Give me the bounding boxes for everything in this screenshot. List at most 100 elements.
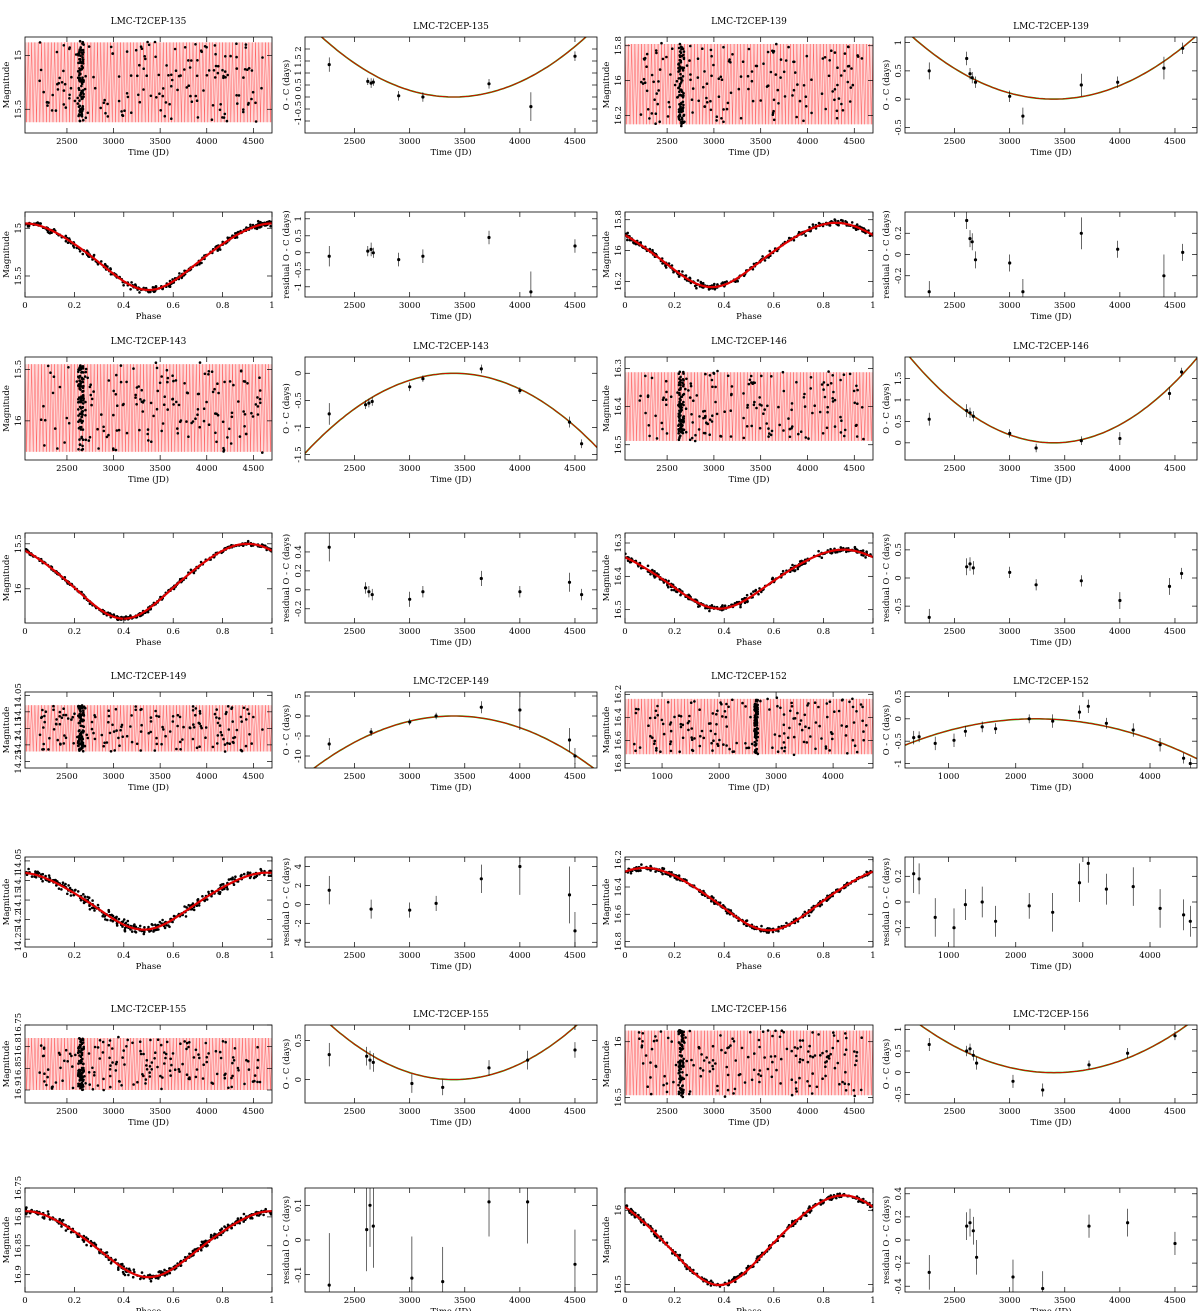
data-point bbox=[143, 55, 146, 58]
data-point bbox=[140, 723, 143, 727]
data-point bbox=[825, 702, 829, 705]
x-tick-label: 1 bbox=[269, 301, 274, 311]
data-point bbox=[159, 1043, 163, 1047]
data-point bbox=[677, 86, 680, 90]
data-point bbox=[782, 429, 785, 432]
data-point bbox=[434, 714, 438, 718]
data-point bbox=[77, 448, 80, 451]
data-point bbox=[678, 55, 682, 58]
x-tick-label: 3000 bbox=[1072, 772, 1094, 782]
data-point bbox=[203, 899, 206, 903]
data-point bbox=[327, 1053, 331, 1057]
data-point bbox=[84, 116, 88, 119]
data-point bbox=[660, 718, 664, 722]
data-point bbox=[250, 69, 254, 72]
x-tick-label: 1 bbox=[870, 627, 875, 637]
data-point bbox=[779, 58, 783, 61]
data-point bbox=[140, 1271, 144, 1274]
data-point bbox=[710, 54, 713, 58]
data-point bbox=[677, 874, 681, 877]
data-point bbox=[673, 715, 676, 719]
data-point bbox=[657, 80, 660, 83]
data-point bbox=[145, 1064, 148, 1067]
data-point bbox=[654, 112, 658, 115]
data-point bbox=[108, 1074, 112, 1078]
data-point bbox=[80, 400, 83, 404]
panel-title: LMC-T2CEP-149 bbox=[111, 672, 187, 682]
data-point bbox=[367, 590, 371, 594]
x-axis-label: Time (JD) bbox=[728, 147, 769, 158]
data-point bbox=[703, 105, 707, 108]
data-point bbox=[157, 715, 161, 718]
data-point bbox=[803, 405, 807, 408]
data-point bbox=[837, 97, 841, 100]
axes-frame bbox=[304, 691, 598, 769]
data-point bbox=[213, 387, 216, 391]
data-point bbox=[198, 1056, 201, 1060]
data-point bbox=[712, 739, 715, 742]
data-point bbox=[677, 46, 681, 50]
x-tick-label: 0.6 bbox=[166, 951, 180, 961]
data-point bbox=[64, 882, 67, 886]
data-point bbox=[81, 252, 85, 256]
data-point bbox=[649, 734, 652, 738]
data-point bbox=[176, 88, 179, 92]
panel-lmc-t2cep-149-phase: 0 0.2 0.4 0.6 0.8 114.0514.114.1514.214.25Pha… bbox=[2, 849, 275, 972]
data-point bbox=[660, 41, 663, 45]
data-point bbox=[84, 414, 87, 417]
data-point bbox=[178, 715, 182, 719]
data-point bbox=[209, 1233, 213, 1237]
data-point bbox=[662, 732, 666, 736]
x-tick-label: 2500 bbox=[944, 137, 966, 147]
data-point bbox=[131, 1041, 134, 1045]
x-tick-label: 2500 bbox=[656, 137, 678, 147]
data-point bbox=[43, 418, 47, 422]
x-tick-label: 2500 bbox=[344, 137, 366, 147]
x-tick-label: 4500 bbox=[243, 464, 265, 474]
data-point bbox=[917, 877, 921, 881]
data-point bbox=[765, 85, 769, 88]
data-point bbox=[99, 106, 102, 110]
data-point bbox=[149, 1038, 152, 1042]
data-point bbox=[70, 75, 73, 79]
y-tick-label: 16.3 bbox=[614, 534, 624, 553]
data-point bbox=[60, 81, 64, 84]
data-point bbox=[244, 432, 248, 436]
data-point bbox=[109, 919, 112, 922]
data-point bbox=[86, 895, 89, 899]
data-point bbox=[777, 102, 780, 105]
data-point bbox=[152, 414, 155, 418]
data-point bbox=[1051, 719, 1055, 723]
data-point bbox=[192, 1056, 196, 1059]
y-axis-label: O - C (days) bbox=[281, 60, 292, 111]
data-point bbox=[67, 421, 71, 425]
plot-area bbox=[625, 218, 873, 291]
data-point bbox=[46, 364, 50, 368]
data-point bbox=[778, 734, 781, 738]
data-point bbox=[827, 74, 831, 78]
data-point bbox=[693, 737, 696, 740]
data-point bbox=[139, 730, 143, 733]
axes-frame bbox=[904, 356, 1198, 461]
axes-frame bbox=[304, 532, 598, 624]
data-point bbox=[111, 1061, 114, 1064]
data-point bbox=[180, 276, 183, 280]
data-point bbox=[46, 1210, 50, 1213]
data-point bbox=[163, 114, 167, 118]
data-point bbox=[79, 898, 83, 902]
data-point bbox=[235, 94, 238, 97]
data-point bbox=[155, 742, 159, 746]
data-point bbox=[862, 738, 865, 742]
data-point bbox=[84, 367, 88, 371]
data-point bbox=[231, 720, 234, 723]
data-point bbox=[829, 382, 833, 385]
data-point bbox=[702, 736, 706, 740]
model-curve bbox=[25, 871, 272, 931]
x-tick-label: 2500 bbox=[344, 627, 366, 637]
data-point bbox=[833, 88, 837, 91]
y-tick-label: 0.5 bbox=[294, 78, 304, 92]
data-point bbox=[205, 74, 209, 77]
data-point bbox=[844, 220, 847, 223]
data-point bbox=[722, 108, 725, 111]
data-point bbox=[697, 428, 701, 431]
